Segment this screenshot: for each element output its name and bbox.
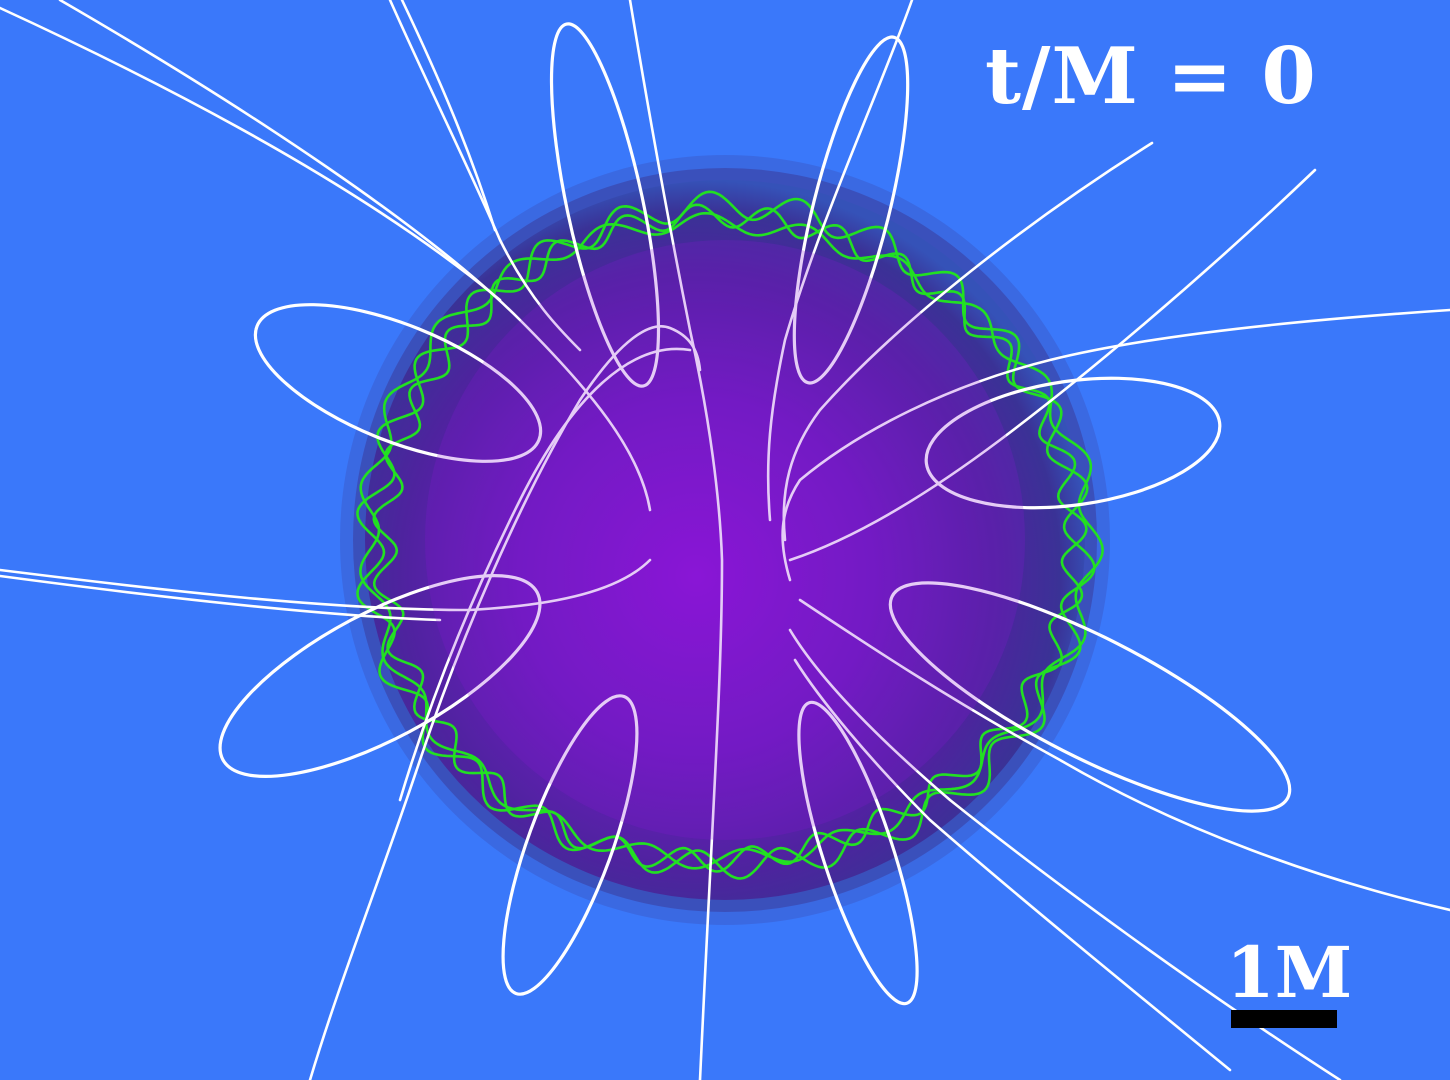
- field-loop-top-left: [549, 22, 661, 388]
- field-line: [0, 6, 502, 302]
- field-line: [793, 658, 1232, 1072]
- scale-bar-label: 1M: [1226, 931, 1353, 1014]
- field-line: [781, 308, 1450, 582]
- field-line: [398, 347, 692, 802]
- field-line: [0, 574, 442, 622]
- field-line: [0, 558, 652, 612]
- field-loop-upper-left: [253, 303, 543, 463]
- field-line: [782, 141, 1154, 542]
- field-loop-bottom-left: [501, 694, 639, 996]
- orbit-curve-3: [359, 211, 1104, 870]
- field-line: [788, 168, 1317, 562]
- field-line: [798, 598, 1450, 912]
- orbit-curve-1: [356, 190, 1096, 880]
- star-body: [365, 180, 1085, 900]
- field-line: [628, 0, 724, 1080]
- orbit-curves: [356, 190, 1104, 880]
- field-loop-top-right: [792, 35, 910, 385]
- field-loop-left: [218, 574, 542, 778]
- field-line: [788, 628, 1342, 1080]
- field-loop-bottom-right: [797, 700, 919, 1006]
- field-loop-right-upper: [924, 376, 1222, 510]
- field-line: [308, 325, 702, 1080]
- field-line: [400, 0, 497, 232]
- star-inner-shade: [425, 240, 1025, 840]
- field-loop-right-lower: [888, 581, 1292, 813]
- field-loops: [218, 22, 1292, 1006]
- scale-bar: [1231, 1010, 1337, 1028]
- time-label: t/M = 0: [985, 31, 1317, 122]
